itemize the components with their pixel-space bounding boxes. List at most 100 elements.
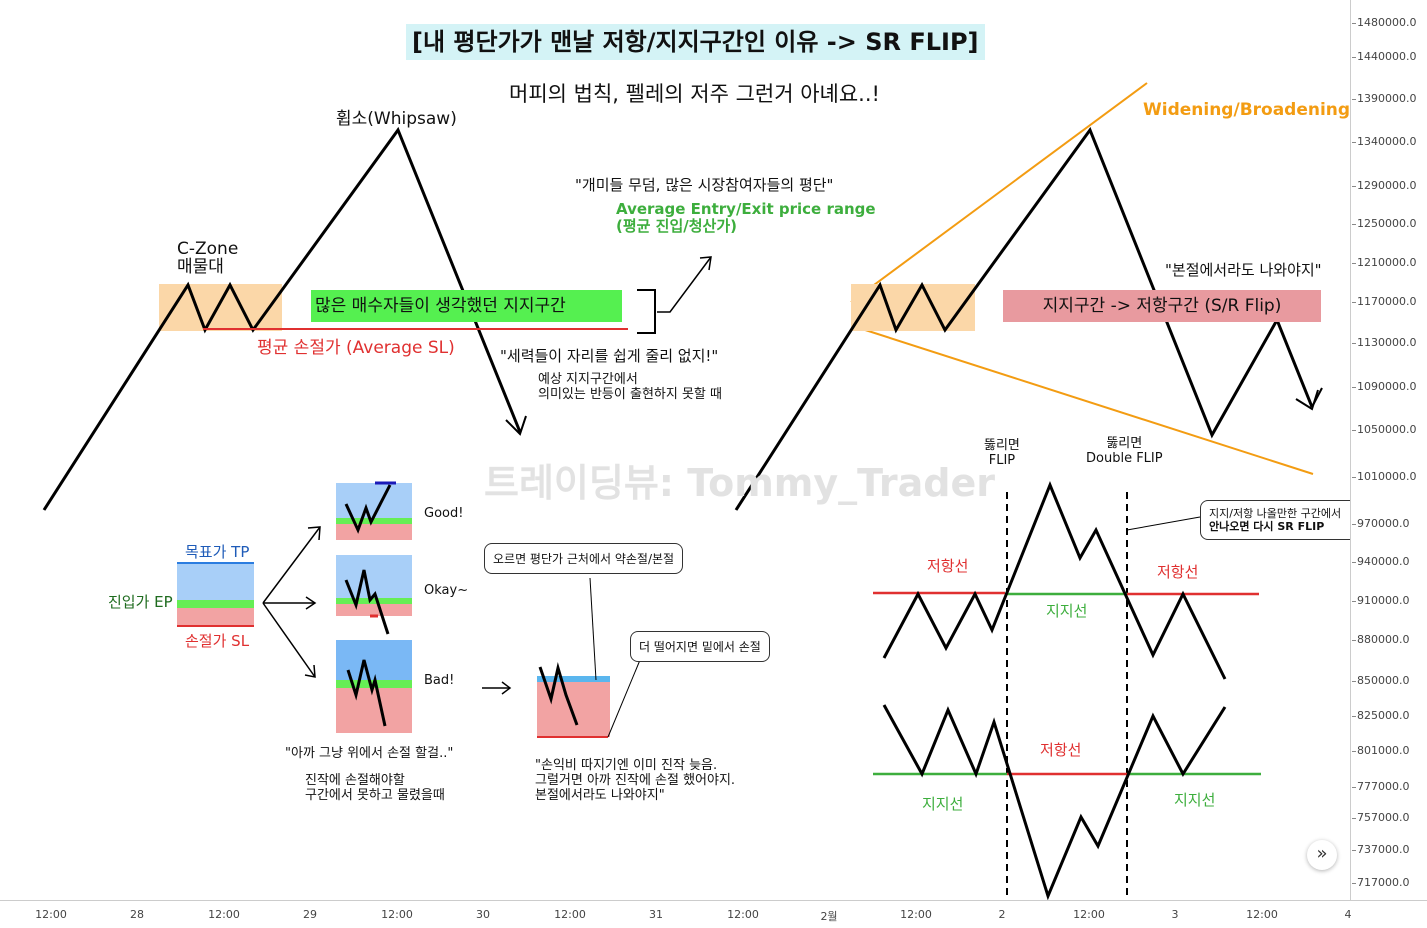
okay-label: Okay~ (424, 583, 469, 598)
branch-arrows (262, 526, 321, 604)
czone-label-line1: C-Zone (177, 239, 239, 259)
callout-partial-sl: 오르면 평단가 근처에서 약손절/본절 (484, 543, 684, 574)
time-label: 2월 (820, 910, 838, 923)
price-tick (1352, 430, 1356, 431)
price-tick (1352, 142, 1356, 143)
price-label: 757000.0 (1357, 811, 1410, 824)
whipsaw-label: 휩소(Whipsaw) (336, 109, 457, 129)
time-label: 30 (476, 908, 490, 921)
quote-exit: "본절에서라도 나와야지" (1165, 261, 1322, 279)
price-label: 1010000.0 (1357, 470, 1417, 483)
time-label: 29 (303, 908, 317, 921)
support-label-3: 지지선 (1174, 791, 1216, 809)
quote-ants-grave: "개미들 무덤, 많은 시장참여자들의 평단" (575, 176, 834, 194)
price-tick (1352, 263, 1356, 264)
quote-regret: "아까 그냥 위에서 손절 할걸.." (285, 746, 454, 761)
price-label: 1480000.0 (1357, 16, 1417, 29)
page-title: [내 평단가가 맨날 저항/지지구간인 이유 -> SR FLIP] (406, 24, 985, 60)
price-label: 1130000.0 (1357, 336, 1417, 349)
scroll-to-realtime-button[interactable]: » (1307, 840, 1337, 870)
average-entry-line1: Average Entry/Exit price range (616, 200, 876, 218)
price-label: 1340000.0 (1357, 135, 1417, 148)
support-label-2: 지지선 (922, 795, 964, 813)
good-label: Good! (424, 506, 464, 521)
price-label: 1210000.0 (1357, 256, 1417, 269)
price-axis[interactable] (1350, 0, 1427, 900)
sl-zone (177, 608, 254, 626)
time-label: 28 (130, 908, 144, 921)
time-label: 31 (649, 908, 663, 921)
price-tick (1352, 716, 1356, 717)
time-axis[interactable] (0, 900, 1427, 928)
price-tick (1352, 883, 1356, 884)
quote-late: "손익비 따지기엔 이미 진작 늦음. 그럴거면 아까 진작에 손절 했어야지.… (535, 758, 735, 803)
price-label: 737000.0 (1357, 843, 1410, 856)
widening-upper (850, 82, 1148, 303)
price-label: 777000.0 (1357, 780, 1410, 793)
widening-label: Widening/Broadening (1143, 100, 1351, 120)
break-label-double-line1: 뚫리면 (1106, 436, 1143, 451)
price-label: 717000.0 (1357, 876, 1410, 889)
average-sl-label: 평균 손절가 (Average SL) (257, 338, 455, 358)
price-label: 1290000.0 (1357, 179, 1417, 192)
average-entry-label: Average Entry/Exit price range (평균 진입/청산… (616, 201, 876, 235)
resistance-label-1: 저항선 (927, 557, 969, 575)
regret-note: 진작에 손절해야할 구간에서 못하고 물렸을때 (305, 773, 445, 803)
resistance-label-2: 저항선 (1157, 563, 1199, 581)
price-tick (1352, 640, 1356, 641)
czone-box-left (159, 284, 282, 331)
average-entry-line2: (평균 진입/청산가) (616, 217, 738, 235)
failure-note-line2: 의미있는 반등이 출현하지 못할 때 (538, 387, 722, 402)
failure-note-line1: 예상 지지구간에서 (538, 372, 638, 387)
page-subtitle: 머피의 법칙, 펠레의 저주 그런거 아녜요..! (509, 82, 880, 106)
time-label: 12:00 (554, 908, 586, 921)
price-label: 880000.0 (1357, 633, 1410, 646)
callout-sr-flip-line2: 안나오면 다시 SR FLIP (1209, 520, 1325, 533)
price-tick (1352, 186, 1356, 187)
failure-note: 예상 지지구간에서 의미있는 반등이 출현하지 못할 때 (538, 372, 722, 402)
price-label: 1440000.0 (1357, 50, 1417, 63)
price-tick (1352, 562, 1356, 563)
regret-note-line2: 구간에서 못하고 물렸을때 (305, 788, 445, 803)
price-label: 940000.0 (1357, 555, 1410, 568)
time-label: 3 (1171, 908, 1179, 921)
regret-note-line1: 진작에 손절해야할 (305, 773, 405, 788)
czone-box-right (851, 284, 975, 331)
tp-label: 목표가 TP (185, 543, 250, 561)
price-tick (1352, 524, 1356, 525)
price-label: 1170000.0 (1357, 295, 1417, 308)
czone-label: C-Zone 매물대 (177, 240, 238, 276)
czone-label-line2: 매물대 (177, 257, 224, 277)
support-label-1: 지지선 (1046, 602, 1088, 620)
price-tick (1352, 302, 1356, 303)
break-label-flip-line2: FLIP (988, 453, 1016, 468)
quote-late-line2: 그럴거면 아까 진작에 손절 했어야지. (535, 773, 736, 788)
quote-late-line1: "손익비 따지기엔 이미 진작 늦음. (535, 758, 718, 773)
price-tick (1352, 57, 1356, 58)
price-tick (1352, 387, 1356, 388)
time-label: 12:00 (900, 908, 932, 921)
price-label: 1250000.0 (1357, 217, 1417, 230)
sr-flip-box: 지지구간 -> 저항구간 (S/R Flip) (1003, 290, 1321, 322)
price-label: 1090000.0 (1357, 380, 1417, 393)
price-label: 825000.0 (1357, 709, 1410, 722)
widening-lower (858, 327, 1314, 475)
sl-label: 손절가 SL (185, 632, 250, 650)
quote-force: "세력들이 자리를 쉽게 줄리 없지!" (500, 347, 719, 365)
price-label: 910000.0 (1357, 594, 1410, 607)
price-tick (1352, 343, 1356, 344)
bad-label: Bad! (424, 673, 455, 688)
time-label: 12:00 (727, 908, 759, 921)
time-label: 12:00 (381, 908, 413, 921)
time-label: 12:00 (208, 908, 240, 921)
time-label: 12:00 (35, 908, 67, 921)
price-label: 1390000.0 (1357, 92, 1417, 105)
price-tick (1352, 787, 1356, 788)
callout-lower-sl: 더 떨어지면 밑에서 손절 (630, 631, 770, 662)
price-tick (1352, 99, 1356, 100)
price-label: 1050000.0 (1357, 423, 1417, 436)
price-tick (1352, 850, 1356, 851)
break-label-flip: 뚫리면 FLIP (984, 438, 1020, 468)
price-path-left (42, 126, 522, 511)
